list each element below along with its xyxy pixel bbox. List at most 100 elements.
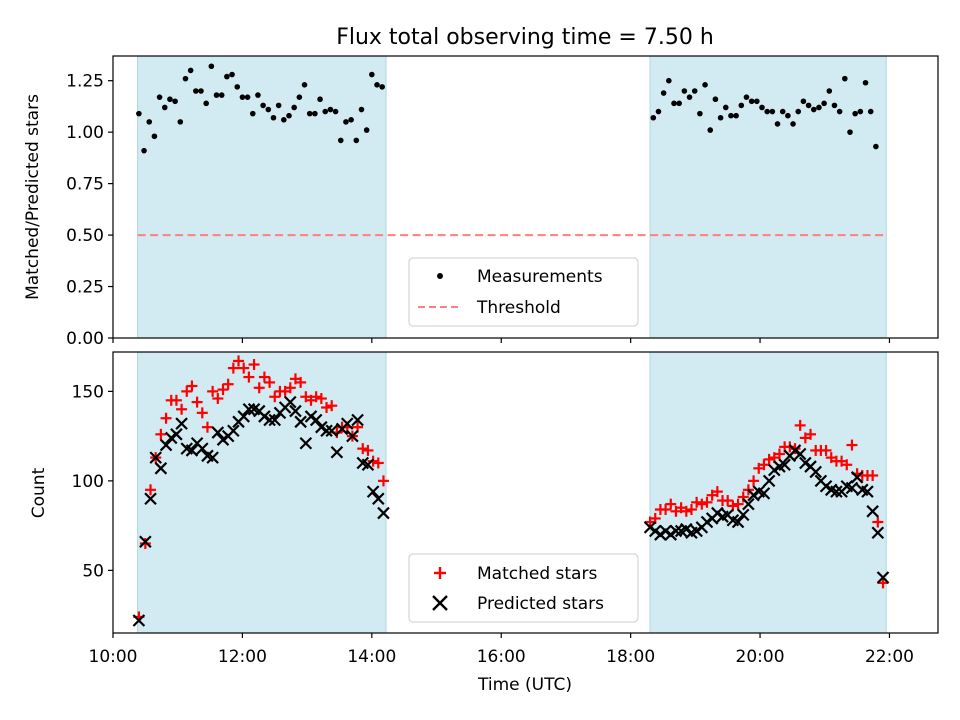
measurement-point xyxy=(722,104,729,111)
matched-star-point xyxy=(737,491,749,503)
predicted-star-point xyxy=(132,614,146,627)
measurement-point xyxy=(136,110,142,117)
shaded-interval-1 xyxy=(137,55,387,339)
matched-star-point xyxy=(238,362,250,374)
predicted-star-point xyxy=(227,424,240,438)
matched-star-point xyxy=(191,396,203,408)
top-legend: Measurements Threshold xyxy=(408,257,639,327)
measurement-point xyxy=(769,108,776,115)
matched-star-point xyxy=(181,385,193,397)
matched-star-point xyxy=(155,428,167,440)
measurement-point xyxy=(291,104,297,111)
bottom-y-tick-label: 50 xyxy=(82,561,104,581)
measurement-point xyxy=(260,102,266,109)
top-legend-box xyxy=(408,257,639,327)
bottom-x-tick-label: 12:00 xyxy=(218,647,267,667)
measurement-point xyxy=(681,88,688,94)
measurement-point xyxy=(790,121,796,127)
predicted-star-point xyxy=(154,462,168,475)
predicted-star-point xyxy=(366,485,380,498)
bottom-x-tick-label: 20:00 xyxy=(736,647,785,667)
predicted-star-point xyxy=(850,471,864,484)
top-y-tick-label: 1.25 xyxy=(66,72,104,92)
measurement-point xyxy=(239,94,246,100)
measurement-point xyxy=(738,102,745,109)
predicted-star-point xyxy=(309,413,323,427)
predicted-star-point xyxy=(206,451,219,464)
measurement-point xyxy=(697,110,703,117)
predicted-star-point xyxy=(361,458,375,472)
measurement-point xyxy=(862,79,869,86)
predicted-star-point xyxy=(294,415,307,429)
predicted-star-point xyxy=(170,428,183,441)
bottom-legend-box xyxy=(408,553,639,623)
shaded-interval-2 xyxy=(649,351,887,634)
matched-star-point xyxy=(326,400,338,412)
legend-predicted-marker xyxy=(432,595,448,611)
bottom-shaded-intervals xyxy=(137,351,887,634)
measurement-point xyxy=(229,71,235,78)
predicted-stars-series xyxy=(132,395,890,627)
predicted-star-point xyxy=(762,474,776,488)
measurement-point xyxy=(785,112,791,119)
bottom-legend: Matched stars Predicted stars xyxy=(408,553,639,623)
measurement-point xyxy=(379,84,385,90)
measurement-point xyxy=(317,96,323,103)
predicted-star-point xyxy=(778,458,791,472)
shaded-interval-1 xyxy=(137,351,387,634)
matched-star-point xyxy=(377,475,389,487)
measurement-point xyxy=(348,117,354,123)
measurement-point xyxy=(759,104,765,111)
predicted-star-point xyxy=(211,426,225,439)
matched-star-point xyxy=(680,505,692,517)
matched-star-point xyxy=(701,496,713,508)
measurement-point xyxy=(172,98,178,105)
matched-star-point xyxy=(784,441,796,453)
measurement-point xyxy=(857,108,864,115)
matched-star-point xyxy=(805,428,817,440)
predicted-star-point xyxy=(830,485,843,498)
predicted-star-point xyxy=(866,505,879,518)
predicted-star-point xyxy=(289,404,302,418)
predicted-star-point xyxy=(861,485,874,498)
predicted-star-point xyxy=(144,492,157,506)
measurement-point xyxy=(167,96,173,103)
legend-threshold-label: Threshold xyxy=(476,298,561,318)
predicted-star-point xyxy=(159,438,173,452)
measurement-point xyxy=(650,114,657,121)
legend-matched-label: Matched stars xyxy=(477,564,597,584)
measurement-point xyxy=(213,92,220,98)
predicted-star-point xyxy=(237,410,250,423)
measurement-point xyxy=(265,106,272,113)
predicted-star-point xyxy=(175,417,188,430)
bottom-plot-frame xyxy=(112,351,939,634)
matched-star-point xyxy=(758,459,770,471)
matched-star-point xyxy=(253,382,265,394)
measurement-point xyxy=(363,127,370,133)
predicted-star-point xyxy=(149,451,162,464)
matched-star-point xyxy=(233,355,245,367)
measurement-point xyxy=(754,98,760,105)
matched-star-point xyxy=(732,498,744,510)
predicted-star-point xyxy=(845,481,859,495)
top-y-axis: 0.00 0.25 0.50 0.75 1.00 1.25 xyxy=(66,72,113,349)
measurement-point xyxy=(151,133,158,140)
measurement-point xyxy=(831,102,838,109)
measurement-point xyxy=(805,102,812,109)
top-y-tick-label: 0.25 xyxy=(66,278,104,298)
predicted-star-point xyxy=(340,417,354,430)
top-y-tick-label: 0.00 xyxy=(66,329,104,349)
predicted-star-point xyxy=(284,395,297,409)
matched-star-point xyxy=(685,504,697,516)
matched-star-point xyxy=(763,453,775,465)
measurement-point xyxy=(312,110,318,117)
measurement-point xyxy=(764,108,770,115)
predicted-star-point xyxy=(742,497,755,511)
matched-star-point xyxy=(207,385,219,397)
matched-star-point xyxy=(773,448,785,460)
measurement-point xyxy=(141,147,147,154)
measurement-point xyxy=(301,82,308,88)
matched-star-point xyxy=(841,459,853,471)
matched-star-point xyxy=(212,393,224,405)
